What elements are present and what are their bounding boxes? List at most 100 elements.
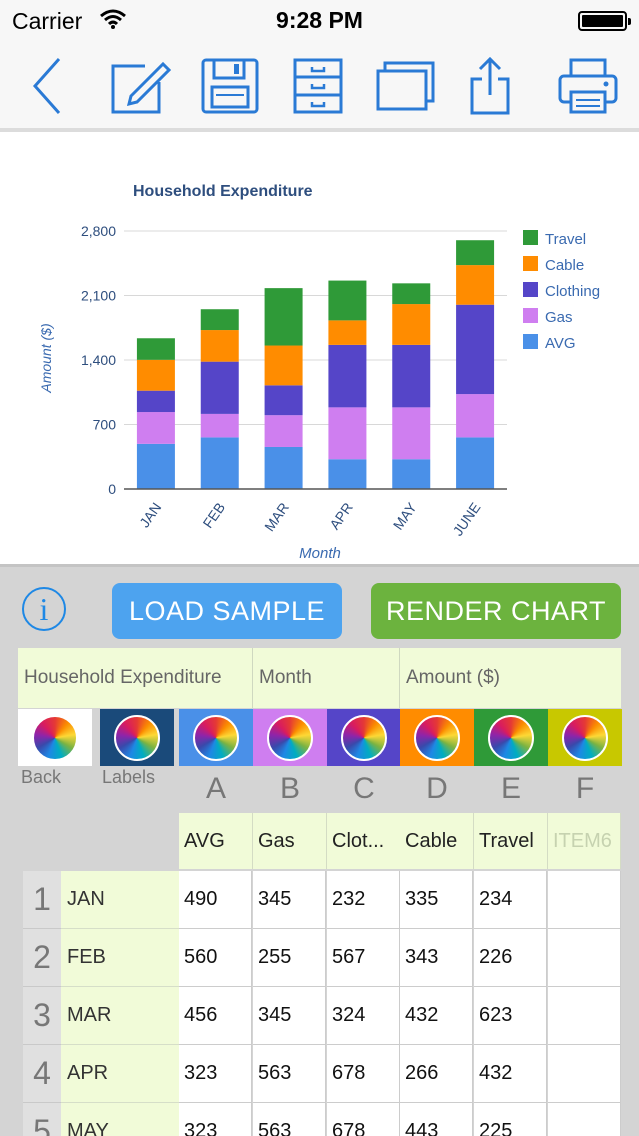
data-cell[interactable]: 324 bbox=[327, 987, 400, 1045]
data-cell[interactable]: 490 bbox=[179, 871, 252, 929]
column-color-picker-f[interactable] bbox=[548, 709, 622, 766]
print-button[interactable] bbox=[556, 54, 620, 118]
column-color-picker-b[interactable] bbox=[253, 709, 327, 766]
data-editor-panel: i LOAD SAMPLE RENDER CHART Household Exp… bbox=[0, 564, 639, 1136]
row-label-field[interactable]: MAR bbox=[61, 987, 179, 1045]
data-cell[interactable]: 323 bbox=[179, 1103, 252, 1136]
x-tick-label: JUNE bbox=[449, 500, 483, 539]
column-color-picker-e[interactable] bbox=[474, 709, 548, 766]
back-color-picker[interactable] bbox=[18, 709, 92, 766]
y-tick-label: 0 bbox=[108, 481, 116, 497]
render-chart-button[interactable]: RENDER CHART bbox=[371, 583, 621, 639]
row-label-field[interactable]: MAY bbox=[61, 1103, 179, 1136]
x-tick-label: APR bbox=[326, 500, 356, 533]
data-cell[interactable]: 323 bbox=[179, 1045, 252, 1103]
column-color-picker-a[interactable] bbox=[179, 709, 253, 766]
column-color-picker-c[interactable] bbox=[327, 709, 401, 766]
data-cell[interactable] bbox=[548, 929, 621, 987]
row-label-field[interactable]: FEB bbox=[61, 929, 179, 987]
info-button[interactable]: i bbox=[22, 587, 66, 631]
x-tick-label: JAN bbox=[136, 500, 164, 531]
chart-panel: Household Expenditure 0 700 1,400 2,100 2,80… bbox=[0, 136, 639, 564]
legend-label: Travel bbox=[545, 231, 586, 248]
bar-travel-feb bbox=[200, 309, 239, 331]
column-name-field[interactable]: Gas bbox=[253, 813, 327, 869]
row-label-field[interactable]: JAN bbox=[61, 871, 179, 929]
color-wheel-icon bbox=[32, 714, 78, 761]
y-tick-label: 1,400 bbox=[81, 352, 116, 368]
data-cell[interactable]: 255 bbox=[253, 929, 326, 987]
data-cell[interactable]: 456 bbox=[179, 987, 252, 1045]
column-color-picker-d[interactable] bbox=[400, 709, 474, 766]
bar-gas-mar bbox=[264, 415, 303, 447]
share-icon bbox=[470, 56, 510, 115]
data-cell[interactable]: 678 bbox=[327, 1103, 400, 1136]
column-name-field[interactable]: ITEM6 bbox=[548, 813, 621, 869]
row-number: 4 bbox=[23, 1045, 61, 1103]
color-wheel-icon bbox=[114, 714, 160, 761]
data-cell[interactable] bbox=[548, 1103, 621, 1136]
legend-label: Cable bbox=[545, 257, 584, 274]
status-bar: Carrier 9:28 PM bbox=[0, 0, 639, 40]
data-cell[interactable]: 225 bbox=[474, 1103, 547, 1136]
x-tick-label: MAR bbox=[261, 500, 292, 535]
data-cell[interactable]: 678 bbox=[327, 1045, 400, 1103]
data-cell[interactable]: 232 bbox=[327, 871, 400, 929]
back-button[interactable] bbox=[24, 54, 70, 118]
share-button[interactable] bbox=[464, 54, 516, 118]
bar-avg-apr bbox=[328, 459, 367, 489]
data-cell[interactable]: 343 bbox=[400, 929, 473, 987]
x-axis-title-field[interactable]: Month bbox=[253, 648, 400, 708]
legend-swatch bbox=[523, 334, 538, 349]
data-cell[interactable] bbox=[548, 1045, 621, 1103]
data-cell[interactable]: 567 bbox=[327, 929, 400, 987]
windows-button[interactable] bbox=[374, 54, 438, 118]
legend-label: AVG bbox=[545, 335, 576, 352]
data-cell[interactable]: 234 bbox=[474, 871, 547, 929]
labels-color-picker[interactable] bbox=[100, 709, 174, 766]
legend-swatch bbox=[523, 308, 538, 323]
bar-gas-may bbox=[392, 407, 431, 460]
data-cell[interactable]: 226 bbox=[474, 929, 547, 987]
data-cell[interactable]: 266 bbox=[400, 1045, 473, 1103]
data-cell[interactable]: 345 bbox=[253, 871, 326, 929]
bar-cable-june bbox=[456, 265, 495, 305]
column-letter-e: E bbox=[500, 772, 521, 805]
color-wheel-icon bbox=[562, 714, 608, 761]
data-cell[interactable]: 432 bbox=[400, 987, 473, 1045]
files-button[interactable] bbox=[290, 54, 346, 118]
color-wheel-icon bbox=[414, 714, 460, 761]
data-cell[interactable] bbox=[548, 871, 621, 929]
toolbar bbox=[0, 40, 639, 132]
column-name-field[interactable]: Cable bbox=[400, 813, 474, 869]
legend-label: Gas bbox=[545, 309, 573, 326]
edit-button[interactable] bbox=[108, 54, 172, 118]
row-number: 3 bbox=[23, 987, 61, 1045]
bar-travel-may bbox=[392, 283, 431, 305]
y-axis-title-field[interactable]: Amount ($) bbox=[400, 648, 621, 708]
column-name-field[interactable]: AVG bbox=[179, 813, 253, 869]
data-cell[interactable]: 623 bbox=[474, 987, 547, 1045]
data-cell[interactable]: 432 bbox=[474, 1045, 547, 1103]
data-cell[interactable]: 443 bbox=[400, 1103, 473, 1136]
load-sample-button[interactable]: LOAD SAMPLE bbox=[112, 583, 342, 639]
data-cell[interactable]: 345 bbox=[253, 987, 326, 1045]
bar-travel-jan bbox=[136, 338, 175, 360]
row-label-field[interactable]: APR bbox=[61, 1045, 179, 1103]
column-name-field[interactable]: Clot... bbox=[327, 813, 401, 869]
data-cell[interactable] bbox=[548, 987, 621, 1045]
data-cell[interactable]: 560 bbox=[179, 929, 252, 987]
y-axis-label: Amount ($) bbox=[38, 323, 54, 393]
data-cell[interactable]: 563 bbox=[253, 1045, 326, 1103]
column-letter-f: F bbox=[575, 772, 595, 805]
data-cell[interactable]: 335 bbox=[400, 871, 473, 929]
color-wheel-icon bbox=[488, 714, 534, 761]
data-cell[interactable]: 563 bbox=[253, 1103, 326, 1136]
column-name-field[interactable]: Travel bbox=[474, 813, 548, 869]
bar-clothing-june bbox=[456, 304, 495, 395]
save-button[interactable] bbox=[199, 54, 261, 118]
y-tick-label: 700 bbox=[93, 417, 117, 433]
chart-title-field[interactable]: Household Expenditure bbox=[18, 648, 253, 708]
bar-gas-feb bbox=[200, 413, 239, 438]
